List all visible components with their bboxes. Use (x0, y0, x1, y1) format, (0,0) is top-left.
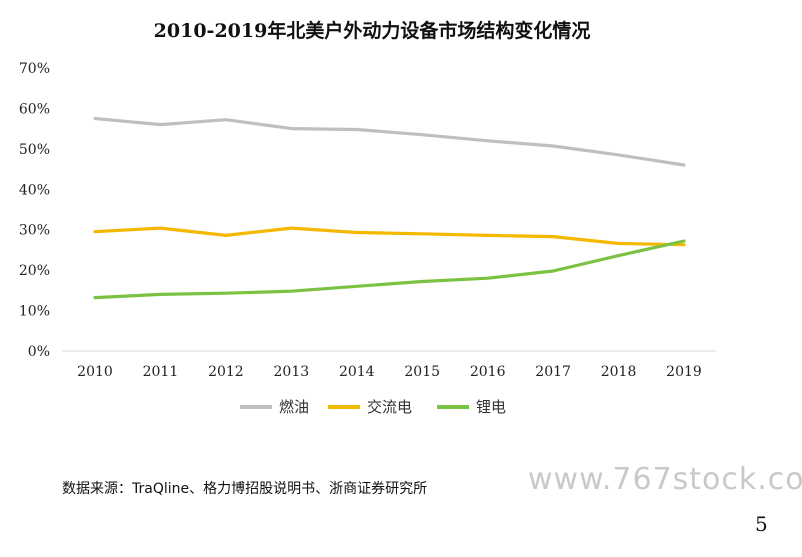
legend: 燃油 交流电 锂电 (240, 398, 506, 416)
x-tick-label: 2012 (208, 364, 244, 380)
series-line-1 (93, 226, 686, 247)
x-tick-label: 2017 (535, 364, 571, 380)
x-tick-label: 2015 (404, 364, 440, 380)
legend-label-2: 锂电 (476, 398, 506, 416)
series-line-0 (93, 116, 686, 167)
y-tick-label: 0% (28, 344, 50, 360)
x-axis: 2010 2011 2012 2013 2014 2015 2016 2017 2018 2019 (77, 364, 702, 380)
y-tick-label: 40% (19, 182, 50, 198)
y-tick-label: 20% (19, 263, 50, 279)
x-tick-label: 2011 (143, 364, 179, 380)
y-tick-label: 60% (19, 101, 50, 117)
y-tick-label: 70% (19, 61, 50, 77)
x-tick-label: 2018 (601, 364, 637, 380)
x-tick-label: 2016 (470, 364, 506, 380)
page-number: 5 (755, 512, 768, 536)
x-tick-label: 2010 (77, 364, 113, 380)
y-tick-label: 10% (19, 304, 50, 320)
legend-label-1: 交流电 (367, 398, 412, 416)
series-layer (93, 116, 686, 300)
source-note: 数据来源：TraQline、格力博招股说明书、浙商证券研究所 (62, 481, 428, 497)
x-tick-label: 2014 (339, 364, 375, 380)
y-axis: 0% 10% 20% 30% 40% 50% 60% 70% (19, 61, 50, 360)
y-tick-label: 50% (19, 142, 50, 158)
x-tick-label: 2013 (274, 364, 310, 380)
watermark: www.767stock.com (528, 462, 802, 497)
legend-label-0: 燃油 (279, 398, 309, 416)
y-tick-label: 30% (19, 223, 50, 239)
series-line-2 (93, 239, 686, 300)
chart-title: 2010-2019年北美户外动力设备市场结构变化情况 (154, 19, 591, 42)
x-tick-label: 2019 (666, 364, 702, 380)
